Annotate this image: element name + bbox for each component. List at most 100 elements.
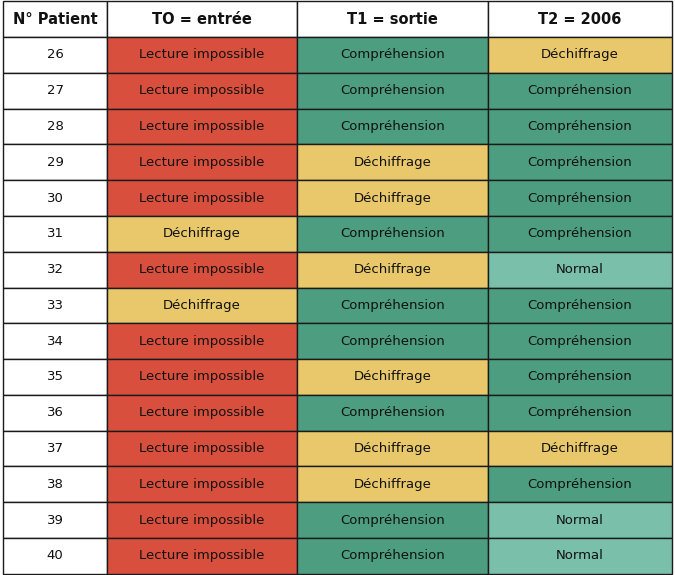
Text: 33: 33 — [47, 299, 63, 312]
Bar — [3, 359, 107, 395]
Bar — [107, 1, 298, 37]
Bar — [298, 109, 488, 144]
Bar — [107, 503, 298, 538]
Text: Compréhension: Compréhension — [340, 48, 445, 62]
Bar — [107, 109, 298, 144]
Bar — [3, 466, 107, 503]
Bar — [107, 73, 298, 109]
Bar — [488, 73, 672, 109]
Text: Déchiffrage: Déchiffrage — [354, 442, 431, 455]
Text: 29: 29 — [47, 156, 63, 168]
Text: Compréhension: Compréhension — [527, 227, 632, 240]
Bar — [488, 216, 672, 252]
Text: Compréhension: Compréhension — [527, 299, 632, 312]
Bar — [3, 1, 107, 37]
Text: Lecture impossible: Lecture impossible — [140, 191, 265, 205]
Bar — [3, 395, 107, 431]
Text: Lecture impossible: Lecture impossible — [140, 550, 265, 562]
Bar — [488, 37, 672, 72]
Bar — [3, 323, 107, 359]
Text: Compréhension: Compréhension — [527, 191, 632, 205]
Bar — [3, 503, 107, 538]
Text: 40: 40 — [47, 550, 63, 562]
Text: 36: 36 — [47, 407, 63, 419]
Bar — [488, 180, 672, 216]
Bar — [3, 288, 107, 323]
Text: Lecture impossible: Lecture impossible — [140, 335, 265, 348]
Bar — [107, 288, 298, 323]
Bar — [488, 431, 672, 466]
Text: 32: 32 — [47, 263, 63, 276]
Text: 38: 38 — [47, 478, 63, 491]
Bar — [298, 73, 488, 109]
Text: Compréhension: Compréhension — [527, 478, 632, 491]
Text: Compréhension: Compréhension — [527, 407, 632, 419]
Text: Compréhension: Compréhension — [527, 120, 632, 133]
Bar — [298, 503, 488, 538]
Bar — [107, 359, 298, 395]
Text: Compréhension: Compréhension — [340, 513, 445, 527]
Text: Compréhension: Compréhension — [340, 335, 445, 348]
Text: Lecture impossible: Lecture impossible — [140, 407, 265, 419]
Text: Lecture impossible: Lecture impossible — [140, 120, 265, 133]
Bar — [107, 180, 298, 216]
Bar — [488, 144, 672, 180]
Text: 34: 34 — [47, 335, 63, 348]
Text: Lecture impossible: Lecture impossible — [140, 48, 265, 62]
Bar — [298, 538, 488, 574]
Text: Déchiffrage: Déchiffrage — [354, 191, 431, 205]
Bar — [298, 216, 488, 252]
Text: Lecture impossible: Lecture impossible — [140, 442, 265, 455]
Bar — [488, 395, 672, 431]
Bar — [488, 1, 672, 37]
Bar — [298, 431, 488, 466]
Text: T2 = 2006: T2 = 2006 — [538, 12, 622, 26]
Bar — [488, 503, 672, 538]
Bar — [3, 216, 107, 252]
Text: 37: 37 — [47, 442, 63, 455]
Bar — [107, 216, 298, 252]
Text: Déchiffrage: Déchiffrage — [354, 370, 431, 384]
Bar — [298, 323, 488, 359]
Text: Lecture impossible: Lecture impossible — [140, 263, 265, 276]
Bar — [298, 252, 488, 288]
Text: Déchiffrage: Déchiffrage — [541, 442, 619, 455]
Bar — [3, 538, 107, 574]
Text: 30: 30 — [47, 191, 63, 205]
Bar — [3, 37, 107, 72]
Bar — [107, 144, 298, 180]
Bar — [488, 323, 672, 359]
Text: Déchiffrage: Déchiffrage — [163, 299, 241, 312]
Bar — [488, 359, 672, 395]
Bar — [107, 395, 298, 431]
Bar — [107, 37, 298, 72]
Text: Déchiffrage: Déchiffrage — [354, 156, 431, 168]
Text: 39: 39 — [47, 513, 63, 527]
Text: Compréhension: Compréhension — [527, 335, 632, 348]
Bar — [488, 538, 672, 574]
Text: 35: 35 — [47, 370, 63, 384]
Text: Compréhension: Compréhension — [340, 550, 445, 562]
Bar — [107, 323, 298, 359]
Bar — [107, 538, 298, 574]
Text: T1 = sortie: T1 = sortie — [347, 12, 438, 26]
Text: Lecture impossible: Lecture impossible — [140, 370, 265, 384]
Text: Compréhension: Compréhension — [340, 407, 445, 419]
Text: Lecture impossible: Lecture impossible — [140, 513, 265, 527]
Text: Compréhension: Compréhension — [340, 120, 445, 133]
Bar — [298, 180, 488, 216]
Bar — [298, 1, 488, 37]
Text: Compréhension: Compréhension — [527, 156, 632, 168]
Text: Déchiffrage: Déchiffrage — [541, 48, 619, 62]
Bar — [298, 288, 488, 323]
Text: Déchiffrage: Déchiffrage — [163, 227, 241, 240]
Text: Déchiffrage: Déchiffrage — [354, 478, 431, 491]
Text: N° Patient: N° Patient — [13, 12, 98, 26]
Bar — [298, 359, 488, 395]
Bar — [298, 37, 488, 72]
Text: Compréhension: Compréhension — [340, 84, 445, 97]
Bar — [298, 395, 488, 431]
Bar — [298, 466, 488, 503]
Bar — [3, 252, 107, 288]
Bar — [488, 466, 672, 503]
